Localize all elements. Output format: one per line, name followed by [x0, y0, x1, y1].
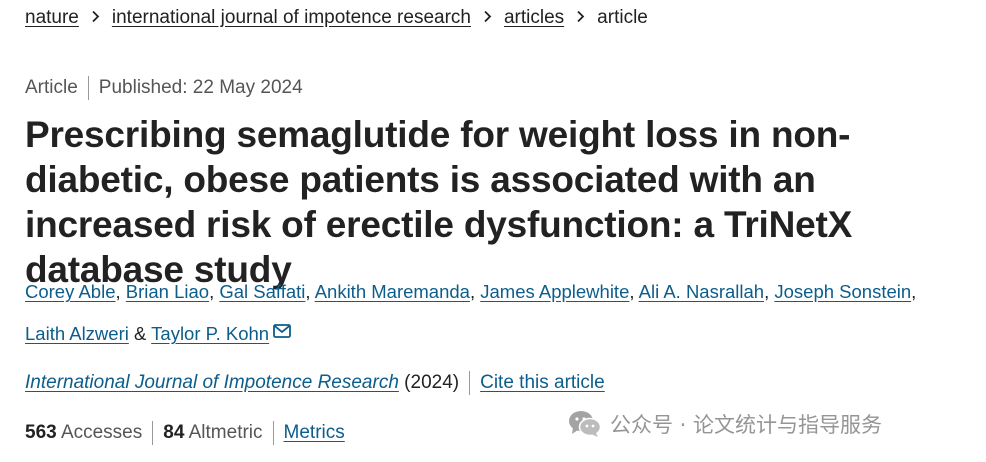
journal-divider [469, 371, 471, 395]
author-link[interactable]: Laith Alzweri [25, 323, 129, 344]
author-link-corresponding[interactable]: Taylor P. Kohn [151, 323, 270, 344]
author-link[interactable]: Ankith Maremanda [314, 281, 470, 302]
altmetric-count: 84 [163, 422, 185, 444]
author-link[interactable]: Ali A. Nasrallah [638, 281, 765, 302]
accesses-label: Accesses [60, 422, 143, 444]
meta-divider [87, 76, 89, 100]
breadcrumb-current: article [597, 7, 648, 28]
author-list: Corey Able, Brian Liao, Gal Saffati, Ank… [25, 272, 970, 354]
chevron-right-icon [483, 6, 492, 30]
author-link[interactable]: Gal Saffati [219, 281, 306, 302]
page-title: Prescribing semaglutide for weight loss … [25, 114, 853, 290]
breadcrumb-journal[interactable]: international journal of impotence resea… [111, 7, 471, 28]
article-type: Article [25, 77, 78, 99]
wechat-icon [569, 411, 602, 437]
journal-name-link[interactable]: International Journal of Impotence Resea… [25, 372, 399, 394]
breadcrumb-articles[interactable]: articles [503, 7, 565, 28]
author-link[interactable]: Joseph Sonstein [774, 281, 912, 302]
author-link[interactable]: Corey Able [25, 281, 116, 302]
cite-article-link[interactable]: Cite this article [480, 372, 605, 394]
breadcrumb: nature international journal of impotence… [25, 6, 648, 30]
journal-line: International Journal of Impotence Resea… [25, 371, 605, 395]
article-metrics: 563 Accesses 84 Altmetric Metrics [25, 421, 345, 445]
breadcrumb-nature[interactable]: nature [25, 7, 79, 28]
accesses-count: 563 [25, 422, 57, 444]
journal-year: (2024) [404, 372, 460, 394]
metrics-divider [152, 421, 154, 445]
envelope-icon[interactable] [273, 312, 291, 352]
chevron-right-icon [91, 6, 100, 30]
author-link[interactable]: Brian Liao [125, 281, 210, 302]
author-and: & [134, 323, 147, 344]
watermark: 公众号 · 论文统计与指导服务 [568, 410, 882, 438]
author-link[interactable]: James Applewhite [480, 281, 630, 302]
article-meta: Article Published: 22 May 2024 [25, 76, 303, 100]
watermark-text: 公众号 · 论文统计与指导服务 [610, 413, 883, 437]
published-date: Published: 22 May 2024 [98, 77, 303, 99]
metrics-link[interactable]: Metrics [283, 422, 345, 444]
chevron-right-icon [576, 6, 585, 30]
altmetric-label: Altmetric [188, 422, 263, 444]
metrics-divider [272, 421, 274, 445]
